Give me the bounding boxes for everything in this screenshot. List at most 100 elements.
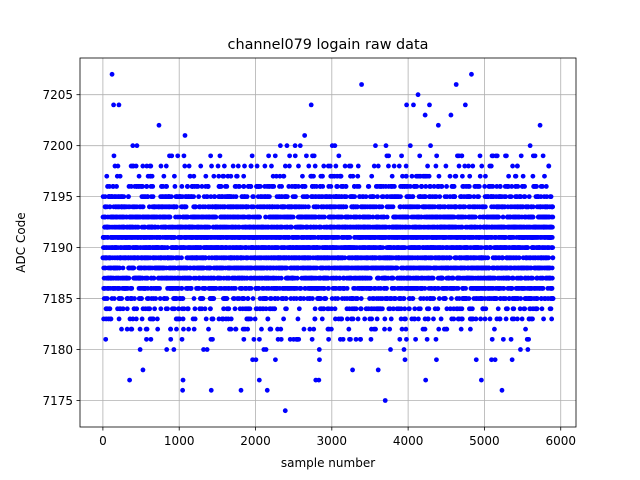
data-point [459,173,465,179]
data-point [204,194,210,200]
data-point [414,184,420,189]
data-point [203,255,209,261]
data-point [435,122,441,128]
data-point [196,194,202,200]
data-point [252,316,258,322]
data-point [388,316,394,322]
data-point [439,184,445,189]
data-point [459,224,465,230]
data-point [382,326,387,332]
data-point [213,285,219,291]
data-point [272,153,278,159]
data-point [290,214,296,220]
data-point [257,184,263,189]
data-point [332,143,338,149]
data-point [216,316,222,322]
data-point [203,316,209,322]
data-point [171,173,177,179]
data-point [127,377,132,383]
data-point [173,204,179,210]
data-point [387,326,393,332]
data-point [470,163,476,169]
data-point [149,173,155,179]
data-point [172,306,177,312]
data-point [478,316,484,322]
data-point [432,204,438,210]
data-point [297,143,303,149]
data-point [213,214,219,220]
data-point [177,316,182,322]
data-point [201,347,206,352]
data-point [436,326,442,332]
data-point [322,214,327,220]
data-point [353,336,359,342]
data-point [295,184,301,189]
data-point [245,204,251,210]
data-point [179,336,185,342]
data-point [312,235,318,240]
data-point [284,143,290,149]
data-point [147,306,153,312]
data-point [428,184,433,189]
data-point [135,224,141,230]
data-point [284,306,289,312]
data-point [453,204,459,210]
data-point [426,173,432,179]
data-point [431,316,436,322]
data-point [416,316,421,322]
data-point [383,143,389,149]
data-point [333,316,338,322]
data-point [205,184,211,189]
data-point [191,194,197,200]
data-point [304,153,309,159]
data-point [425,316,431,322]
data-point [309,336,315,342]
data-point [241,296,247,301]
data-point [467,194,473,200]
data-point [424,336,430,342]
data-point [302,133,308,138]
data-point [115,163,121,169]
data-point [339,214,345,220]
data-point [382,316,388,322]
data-point [228,173,234,179]
data-point [403,173,409,179]
data-point [321,285,327,291]
data-point [171,347,177,352]
data-point [339,316,345,322]
data-point [140,184,145,189]
data-point [370,214,376,220]
data-point [295,316,301,322]
data-point [443,163,449,169]
data-point [358,296,364,301]
data-point [436,285,441,291]
data-point [168,336,174,342]
data-point [235,163,241,169]
data-point [104,296,110,301]
data-point [471,194,477,200]
data-point [350,316,356,322]
data-point [150,316,156,322]
data-point [274,173,279,179]
data-point [462,214,468,220]
data-point [172,184,178,189]
data-point [440,275,446,281]
data-point [150,194,156,200]
data-point [293,194,298,200]
data-point [270,173,276,179]
data-point [392,285,397,291]
data-point [466,296,472,301]
data-point [273,357,278,363]
data-point [175,153,181,159]
data-point [438,316,444,322]
data-point [391,184,397,189]
data-point [234,173,240,179]
data-point [321,306,327,312]
data-point [407,143,413,149]
data-point [153,296,159,301]
data-point [204,347,210,352]
data-point [126,275,132,281]
data-point [311,173,316,179]
data-point [192,306,198,312]
